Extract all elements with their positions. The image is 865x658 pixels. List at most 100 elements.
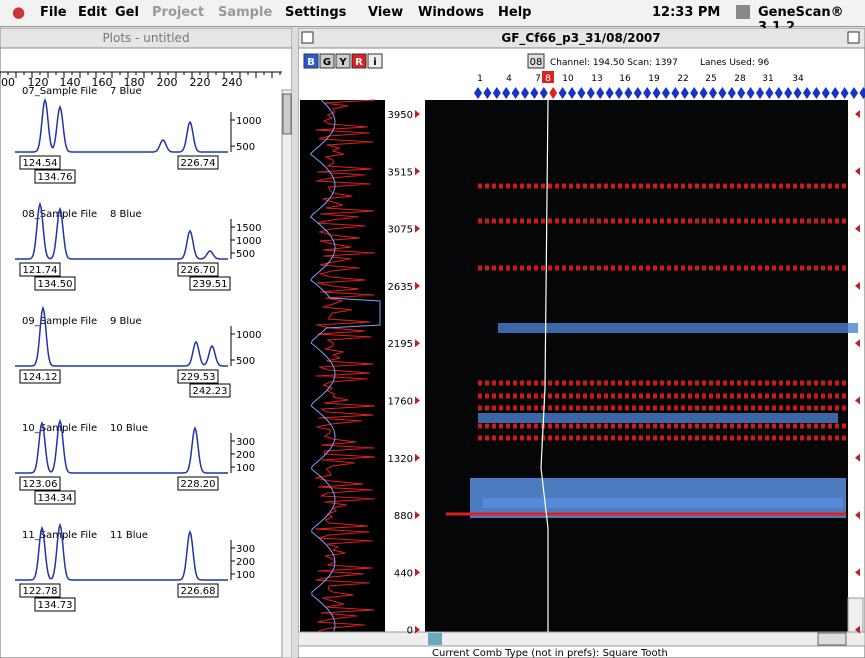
scan-label: 0: [407, 626, 413, 637]
menu-item[interactable]: Help: [498, 5, 531, 20]
scan-label: 2195: [388, 339, 413, 350]
screen: {"menubar": {"items": ["File", "Edit", "…: [0, 0, 865, 658]
peak-label: 242.23: [193, 386, 228, 397]
lane-label: 28: [734, 74, 746, 84]
blue-smear: [470, 478, 846, 518]
dye-label: 8 Blue: [110, 209, 142, 220]
scan-label: 1320: [388, 454, 413, 465]
y-tick-label: 500: [236, 356, 255, 367]
y-tick-label: 100: [236, 463, 255, 474]
y-tick-label: 200: [236, 450, 255, 461]
sample-name: 11_Sample File: [22, 530, 97, 541]
scroll-thumb[interactable]: [428, 633, 442, 645]
lane-label: 25: [705, 74, 716, 84]
peak-label: 121.74: [23, 265, 58, 276]
y-tick-label: 500: [236, 142, 255, 153]
menu-item[interactable]: View: [368, 5, 403, 20]
menu-item[interactable]: Settings: [285, 5, 346, 20]
sample-name: 07_Sample File: [22, 86, 97, 97]
profile-panel: [300, 100, 385, 635]
peak-label: 134.34: [38, 493, 73, 504]
y-tick-label: 300: [236, 544, 255, 555]
apple-menu[interactable]: ●: [12, 3, 25, 21]
window-title: GF_Cf66_p3_31/08/2007: [501, 31, 660, 46]
lane-label: 4: [506, 74, 512, 84]
scan-label: 2635: [388, 282, 413, 293]
blue-band: [478, 413, 838, 423]
scan-label: 880: [394, 511, 413, 522]
peak-label: 226.70: [181, 265, 216, 276]
ruler-label: 00: [1, 76, 15, 89]
menu-item[interactable]: Gel: [115, 5, 139, 20]
lane-number: 08: [530, 57, 543, 68]
y-tick-label: 500: [236, 249, 255, 260]
lane-label: 16: [619, 74, 631, 84]
y-tick-label: 200: [236, 557, 255, 568]
peak-label: 226.68: [181, 586, 216, 597]
dye-label: 10 Blue: [110, 423, 148, 434]
peak-label: 134.76: [38, 172, 73, 183]
menu-item[interactable]: Windows: [418, 5, 484, 20]
dye-button-label[interactable]: i: [373, 57, 376, 68]
lane-label: 13: [591, 74, 602, 84]
lane-label: 34: [792, 74, 804, 84]
scroll-arrows[interactable]: [818, 633, 846, 645]
peak-label: 226.74: [181, 158, 216, 169]
lane-label: 22: [677, 74, 688, 84]
dye-label: 7 Blue: [110, 86, 142, 97]
y-tick-label: 1000: [236, 236, 261, 247]
lanes-used: Lanes Used: 96: [700, 58, 769, 68]
peak-label: 134.73: [38, 600, 73, 611]
peak-label: 122.78: [23, 586, 58, 597]
tool-icons[interactable]: [283, 94, 291, 134]
gel-window: GF_Cf66_p3_31/08/2007 Current Comb Type …: [298, 28, 865, 658]
menu-item[interactable]: Edit: [78, 5, 107, 20]
zoom-box[interactable]: [848, 32, 859, 43]
y-tick-label: 300: [236, 437, 255, 448]
peak-label: 228.20: [181, 479, 216, 490]
dye-button-label[interactable]: Y: [338, 57, 347, 68]
y-tick-label: 1000: [236, 116, 261, 127]
y-tick-label: 100: [236, 570, 255, 581]
lane-label: 31: [762, 74, 773, 84]
scan-label: 3515: [388, 167, 413, 178]
peak-label: 239.51: [193, 279, 228, 290]
menu-item[interactable]: File: [40, 5, 67, 20]
scan-label: 440: [394, 568, 413, 579]
lane-label: 8: [545, 74, 551, 84]
close-box[interactable]: [302, 32, 313, 43]
lane-label: 19: [648, 74, 660, 84]
y-tick-label: 1000: [236, 330, 261, 341]
sample-name: 09_Sample File: [22, 316, 97, 327]
v-scrollbar[interactable]: [848, 598, 863, 632]
app-icon: [736, 5, 750, 19]
peak-label: 229.53: [181, 372, 216, 383]
blue-band: [498, 323, 858, 333]
scan-label: 1760: [388, 397, 413, 408]
side-bar: [282, 90, 292, 658]
dye-button-label[interactable]: R: [355, 57, 363, 68]
peak-label: 124.54: [23, 158, 58, 169]
peak-label: 134.50: [38, 279, 73, 290]
status-text: Current Comb Type (not in prefs): Square…: [432, 648, 668, 658]
ruler-label: 240: [222, 76, 243, 89]
lane-label: 1: [477, 74, 483, 84]
channel-info: Channel: 194.50 Scan: 1397: [550, 58, 678, 68]
menu-item[interactable]: Sample: [218, 5, 272, 20]
y-tick-label: 1500: [236, 223, 261, 234]
clock: 12:33 PM: [652, 5, 720, 20]
dye-label: 11 Blue: [110, 530, 148, 541]
dye-button-label[interactable]: G: [323, 57, 331, 68]
scan-label: 3075: [388, 225, 413, 236]
window-title: Plots - untitled: [102, 31, 189, 45]
menubar: ● 12:33 PM GeneScan® 3.1.2 FileEditGelPr…: [0, 0, 865, 27]
plots-window: Plots - untitled 00120140160180200220240…: [0, 28, 292, 658]
dye-button-label[interactable]: B: [307, 57, 315, 68]
dye-label: 9 Blue: [110, 316, 142, 327]
lane-label: 7: [535, 74, 541, 84]
menu-item[interactable]: Project: [152, 5, 204, 20]
scrollbar[interactable]: [298, 632, 865, 646]
peak-label: 124.12: [23, 372, 58, 383]
gel-image: [425, 100, 848, 635]
lane-label: 10: [562, 74, 574, 84]
